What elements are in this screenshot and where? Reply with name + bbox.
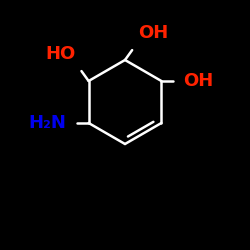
Text: OH: OH xyxy=(138,24,168,42)
Text: OH: OH xyxy=(183,72,214,90)
Text: HO: HO xyxy=(46,45,76,63)
Text: H₂N: H₂N xyxy=(29,114,67,132)
